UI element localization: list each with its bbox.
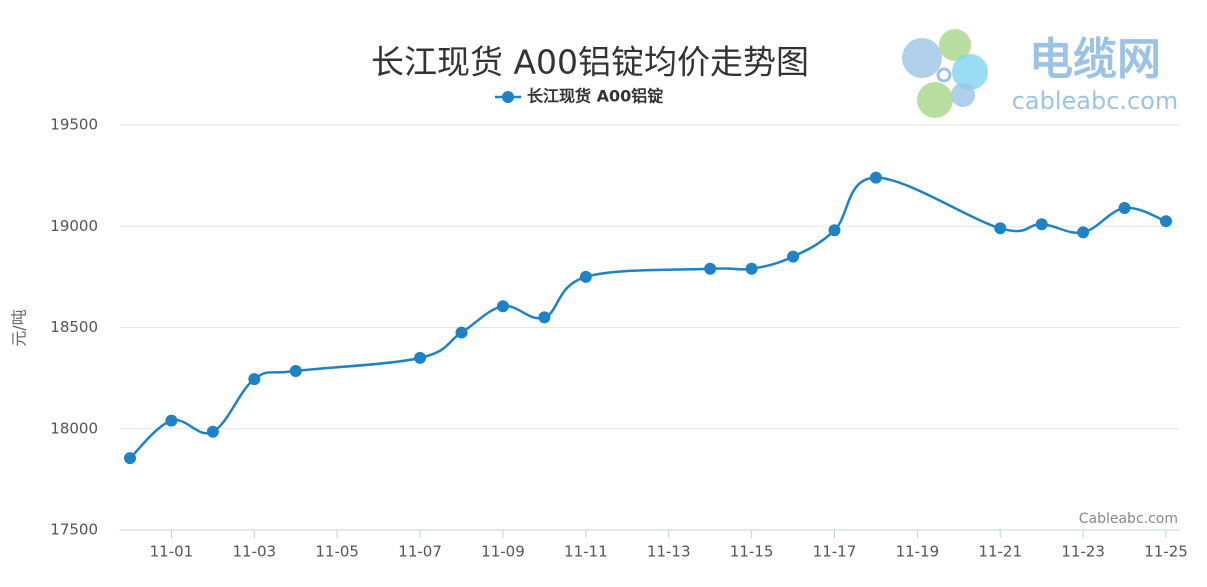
data-point xyxy=(1160,215,1172,228)
y-tick-label: 18500 xyxy=(50,318,98,336)
watermark: Cableabc.com xyxy=(1079,511,1178,527)
data-point xyxy=(994,222,1007,235)
data-point xyxy=(538,311,551,324)
x-tick-label: 11-03 xyxy=(233,543,277,561)
x-tick-label: 11-05 xyxy=(315,543,359,561)
logo: 电缆网 cableabc.com xyxy=(902,29,1178,118)
x-tick-label: 11-25 xyxy=(1144,543,1188,561)
data-point xyxy=(1035,218,1048,231)
data-point xyxy=(455,326,468,339)
data-point xyxy=(165,414,178,427)
chart-title: 长江现货 A00铝锭均价走势图 xyxy=(371,43,809,82)
x-tick-label: 11-09 xyxy=(481,543,525,561)
data-point xyxy=(1118,202,1131,215)
x-tick-label: 11-15 xyxy=(730,543,774,561)
x-tick-label: 11-11 xyxy=(564,543,608,561)
x-tick-label: 11-13 xyxy=(647,543,691,561)
x-tick-label: 11-17 xyxy=(813,543,857,561)
y-tick-label: 19000 xyxy=(50,217,98,235)
data-point xyxy=(414,351,427,364)
data-point xyxy=(289,365,302,378)
data-point xyxy=(787,250,800,263)
series-line xyxy=(129,176,1167,460)
data-point xyxy=(248,373,261,386)
data-point xyxy=(1077,226,1090,239)
x-tick-label: 11-01 xyxy=(150,543,194,561)
data-point xyxy=(745,262,758,275)
data-point xyxy=(869,171,882,184)
y-tick-label: 17500 xyxy=(50,521,98,539)
y-axis-label: 元/吨 xyxy=(10,309,29,346)
logo-url: cableabc.com xyxy=(1012,87,1179,115)
data-point xyxy=(496,300,509,313)
x-tick-label: 11-07 xyxy=(398,543,442,561)
x-tick-label: 11-19 xyxy=(896,543,940,561)
y-tick-label: 19500 xyxy=(50,116,98,134)
x-tick-label: 11-23 xyxy=(1061,543,1105,561)
data-point xyxy=(704,262,717,275)
y-tick-label: 18000 xyxy=(50,419,98,437)
x-tick-label: 11-21 xyxy=(978,543,1022,561)
data-point xyxy=(579,270,592,283)
legend-label: 长江现货 A00铝锭 xyxy=(527,87,663,106)
data-point xyxy=(828,224,841,237)
data-point xyxy=(206,425,219,438)
logo-name: 电缆网 xyxy=(1029,34,1161,85)
legend-marker xyxy=(502,91,514,103)
data-point xyxy=(124,452,136,465)
